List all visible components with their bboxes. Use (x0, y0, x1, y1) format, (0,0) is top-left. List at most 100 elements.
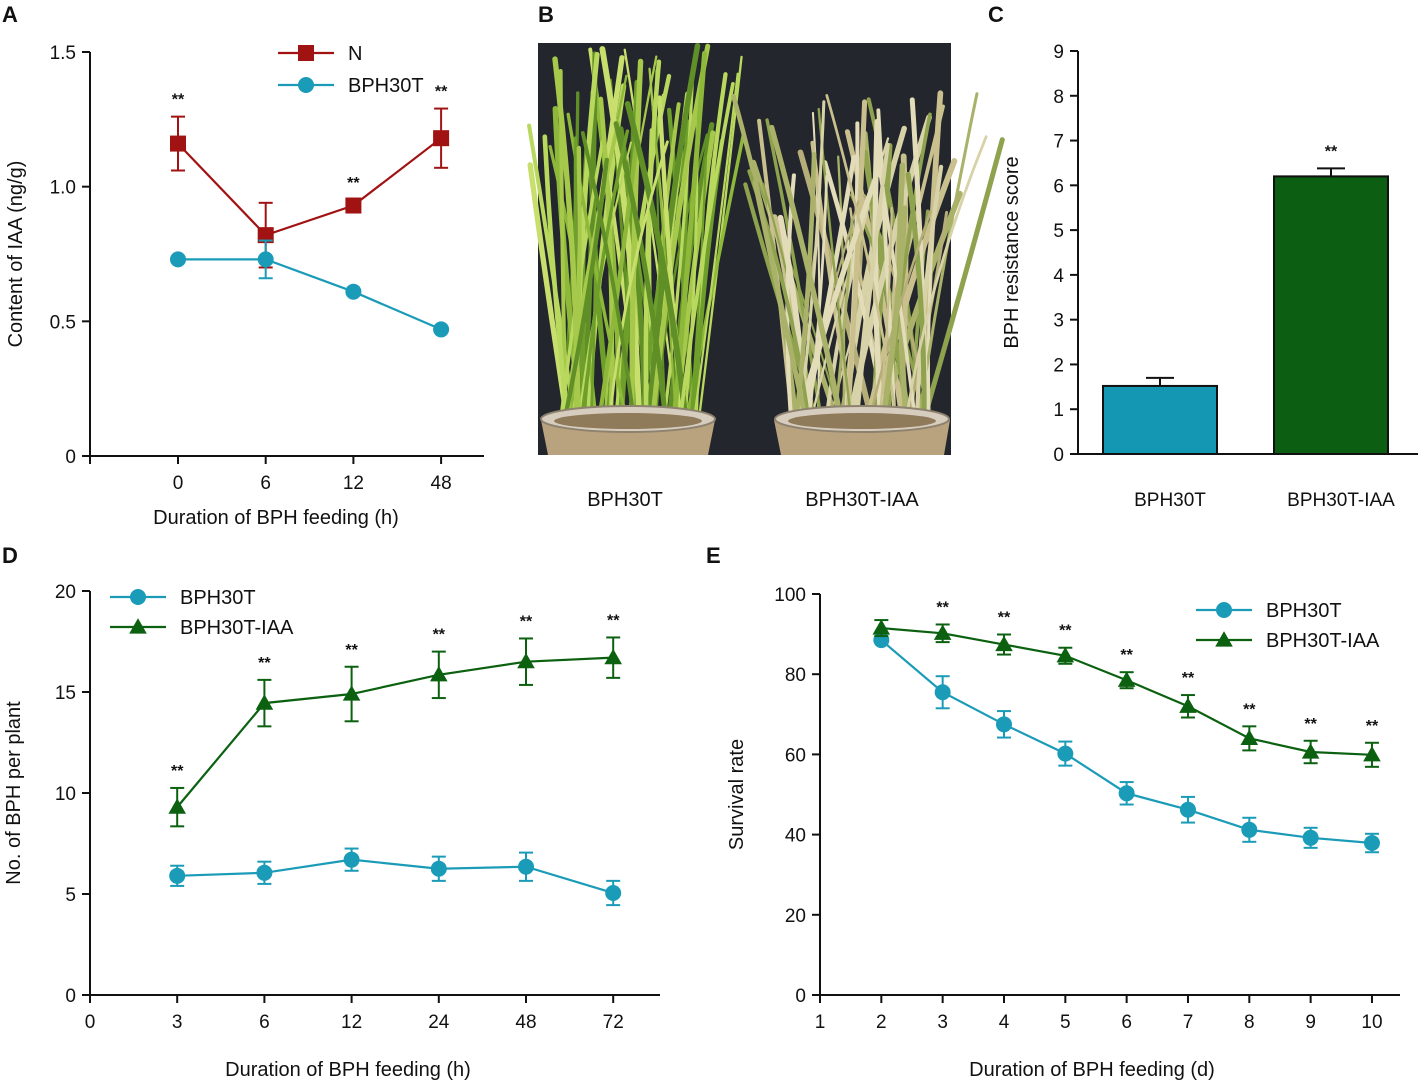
y-tick-label: 3 (1053, 311, 1064, 332)
rice-leaf (878, 206, 893, 422)
legend: N BPH30T (278, 43, 424, 97)
data-point (933, 624, 952, 640)
rice-leaf (692, 72, 739, 422)
series-bph30t (873, 632, 1380, 854)
legend-label: BPH30T (180, 587, 256, 609)
data-point (1240, 729, 1259, 745)
legend-label: BPH30T-IAA (1266, 630, 1380, 652)
panel-label-e: E (706, 543, 721, 568)
panel-a: 0 0.5 1.0 1.5 0 6 12 48 Duration of BPH feeding … (5, 43, 484, 529)
rice-leaf (921, 137, 1005, 423)
x-tick-label: 72 (603, 1012, 624, 1033)
y-tick-label: 1.0 (50, 178, 76, 199)
significance-marker: ** (520, 613, 533, 630)
y-tick-label: 10 (55, 784, 76, 805)
significance-marker: ** (258, 655, 271, 672)
x-tick-label: 7 (1183, 1012, 1194, 1033)
data-point (343, 851, 360, 868)
x-tick-label: 48 (515, 1012, 536, 1033)
data-point (518, 858, 534, 875)
rice-leaf (905, 171, 927, 423)
y-axis-label: Survival rate (726, 739, 748, 850)
data-point (605, 884, 622, 901)
series-bph30t (170, 239, 450, 338)
rice-leaf (552, 56, 581, 423)
x-tick-label: 12 (341, 1012, 362, 1033)
rice-leaf (599, 46, 643, 423)
x-axis-label: Duration of BPH feeding (h) (225, 1059, 471, 1081)
x-tick-label: 3 (937, 1012, 948, 1033)
y-tick-label: 15 (55, 683, 76, 704)
data-point (1179, 697, 1197, 713)
y-tick-label: 80 (785, 665, 806, 686)
legend-marker (1215, 631, 1233, 647)
rice-leaf (795, 167, 882, 423)
data-point (430, 860, 447, 877)
series-bph30t (169, 847, 622, 907)
y-tick-label: 0 (65, 447, 76, 468)
x-tick-label: 5 (1060, 1012, 1071, 1033)
legend-label: BPH30T-IAA (180, 617, 294, 639)
legend-label: BPH30T (348, 75, 424, 97)
y-tick-label: 0 (65, 986, 76, 1007)
panel-label-a: A (2, 2, 18, 27)
data-point (1179, 801, 1196, 818)
data-point (345, 283, 362, 300)
data-point (1117, 671, 1136, 687)
legend-marker (130, 589, 146, 605)
series-bph30t-iaa (168, 636, 622, 828)
x-axis-label: Duration of BPH feeding (h) (153, 507, 399, 529)
rice-leaf (597, 138, 639, 423)
data-point (517, 652, 535, 669)
significance-marker: ** (435, 84, 448, 101)
x-tick-label: 12 (343, 473, 364, 494)
y-tick-label: 0.5 (50, 312, 76, 333)
y-tick-label: 1.5 (50, 43, 76, 64)
y-tick-label: 0 (1053, 445, 1064, 466)
y-tick-label: 1 (1053, 400, 1064, 421)
rice-leaf (581, 129, 630, 422)
y-tick-label: 60 (785, 745, 806, 766)
panel-d: 0 5 10 15 20 0 3 6 12 24 48 72 Duration of BPH feedi… (3, 582, 660, 1081)
significance-marker: ** (172, 92, 185, 109)
significance-marker: ** (1304, 716, 1317, 733)
rice-leaf (562, 157, 609, 423)
data-point (1363, 835, 1380, 852)
legend: BPH30T BPH30T-IAA (1196, 600, 1380, 652)
rice-leaf (844, 99, 868, 423)
significance-marker: ** (433, 627, 446, 644)
rice-leaf (613, 121, 669, 423)
significance-marker: ** (171, 763, 184, 780)
x-tick-label: 24 (428, 1012, 450, 1033)
significance-marker: ** (1243, 701, 1256, 718)
y-tick-label: 0 (795, 986, 806, 1007)
x-tick-label: 2 (876, 1012, 887, 1033)
x-tick-label: 1 (815, 1012, 826, 1033)
y-tick-label: 4 (1053, 266, 1064, 287)
rice-leaf (876, 108, 897, 422)
panel-label-b: B (538, 2, 554, 27)
data-point (430, 666, 448, 682)
data-point (342, 685, 361, 701)
data-point (168, 798, 186, 814)
panel-label-d: D (2, 543, 18, 568)
x-tick-label: 6 (259, 1012, 270, 1033)
legend-label: BPH30T (1266, 600, 1342, 622)
data-point (170, 251, 186, 268)
panel-label-c: C (988, 2, 1004, 27)
legend-marker (1216, 602, 1232, 618)
data-point (1057, 745, 1074, 762)
data-point (255, 694, 274, 710)
right-pot (774, 405, 950, 455)
rice-leaf (793, 152, 817, 423)
significance-marker: ** (345, 642, 358, 659)
rice-leaf (798, 100, 826, 422)
bar (1102, 384, 1218, 455)
data-point (1241, 821, 1258, 838)
series-n (170, 107, 450, 269)
data-point (257, 251, 274, 268)
data-point (872, 619, 891, 635)
x-tick-label: BPH30T (1134, 490, 1206, 511)
y-axis-label: No. of BPH per plant (3, 701, 25, 885)
